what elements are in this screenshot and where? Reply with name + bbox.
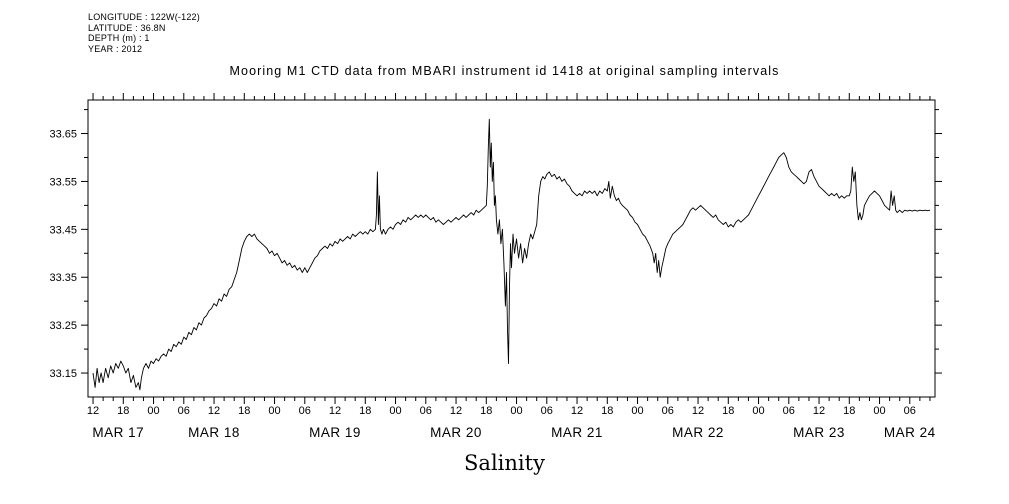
x-hour-tick-label: 00: [268, 405, 280, 417]
x-hour-tick-label: 06: [420, 405, 432, 417]
x-hour-tick-label: 00: [510, 405, 522, 417]
x-hour-tick-label: 00: [389, 405, 401, 417]
x-hour-tick-label: 06: [178, 405, 190, 417]
x-hour-tick-label: 18: [722, 405, 734, 417]
meta-latitude: LATITUDE : 36.8N: [88, 22, 166, 33]
x-hour-tick-label: 06: [541, 405, 553, 417]
x-hour-tick-label: 00: [873, 405, 885, 417]
x-date-label: MAR 17: [92, 425, 144, 440]
x-hour-tick-label: 18: [117, 405, 129, 417]
x-hour-tick-label: 12: [813, 405, 825, 417]
x-hour-tick-label: 12: [87, 405, 99, 417]
x-hour-tick-label: 06: [904, 405, 916, 417]
plot-frame: [87, 99, 936, 398]
y-tick-label: 33.25: [49, 320, 77, 332]
x-hour-tick-label: 12: [329, 405, 341, 417]
x-hour-tick-label: 12: [571, 405, 583, 417]
x-date-label: MAR 18: [188, 425, 240, 440]
header-metadata: LONGITUDE : 122W(-122) LATITUDE : 36.8N …: [88, 12, 200, 54]
x-hour-tick-label: 12: [208, 405, 220, 417]
x-date-label: MAR 23: [793, 425, 845, 440]
x-date-label: MAR 19: [309, 425, 361, 440]
y-tick-label: 33.35: [49, 272, 77, 284]
x-date-label: MAR 20: [430, 425, 482, 440]
x-axis-title: Salinity: [464, 451, 545, 475]
meta-depth: DEPTH (m) : 1: [88, 33, 150, 43]
x-hour-tick-label: 00: [631, 405, 643, 417]
x-hour-tick-label: 06: [662, 405, 674, 417]
x-hour-tick-label: 06: [783, 405, 795, 417]
salinity-line: [92, 118, 931, 391]
x-hour-tick-label: 00: [752, 405, 764, 417]
x-hour-tick-label: 18: [480, 405, 492, 417]
x-date-label: MAR 22: [672, 425, 724, 440]
y-tick-label: 33.65: [49, 129, 77, 141]
chart-title: Mooring M1 CTD data from MBARI instrumen…: [229, 64, 780, 78]
y-tick-label: 33.15: [49, 368, 77, 380]
x-hour-tick-label: 18: [359, 405, 371, 417]
x-hour-tick-label: 18: [238, 405, 250, 417]
x-hour-tick-label: 06: [299, 405, 311, 417]
meta-year: YEAR : 2012: [88, 43, 143, 54]
x-hour-tick-label: 18: [843, 405, 855, 417]
x-date-label: MAR 24: [884, 425, 936, 440]
y-tick-label: 33.55: [49, 176, 77, 188]
meta-longitude: LONGITUDE : 122W(-122): [88, 12, 200, 22]
x-hour-tick-label: 00: [147, 405, 159, 417]
x-hour-tick-label: 12: [450, 405, 462, 417]
x-hour-tick-label: 18: [601, 405, 613, 417]
y-tick-label: 33.45: [49, 224, 77, 236]
x-hour-tick-label: 12: [692, 405, 704, 417]
x-date-label: MAR 21: [551, 425, 603, 440]
